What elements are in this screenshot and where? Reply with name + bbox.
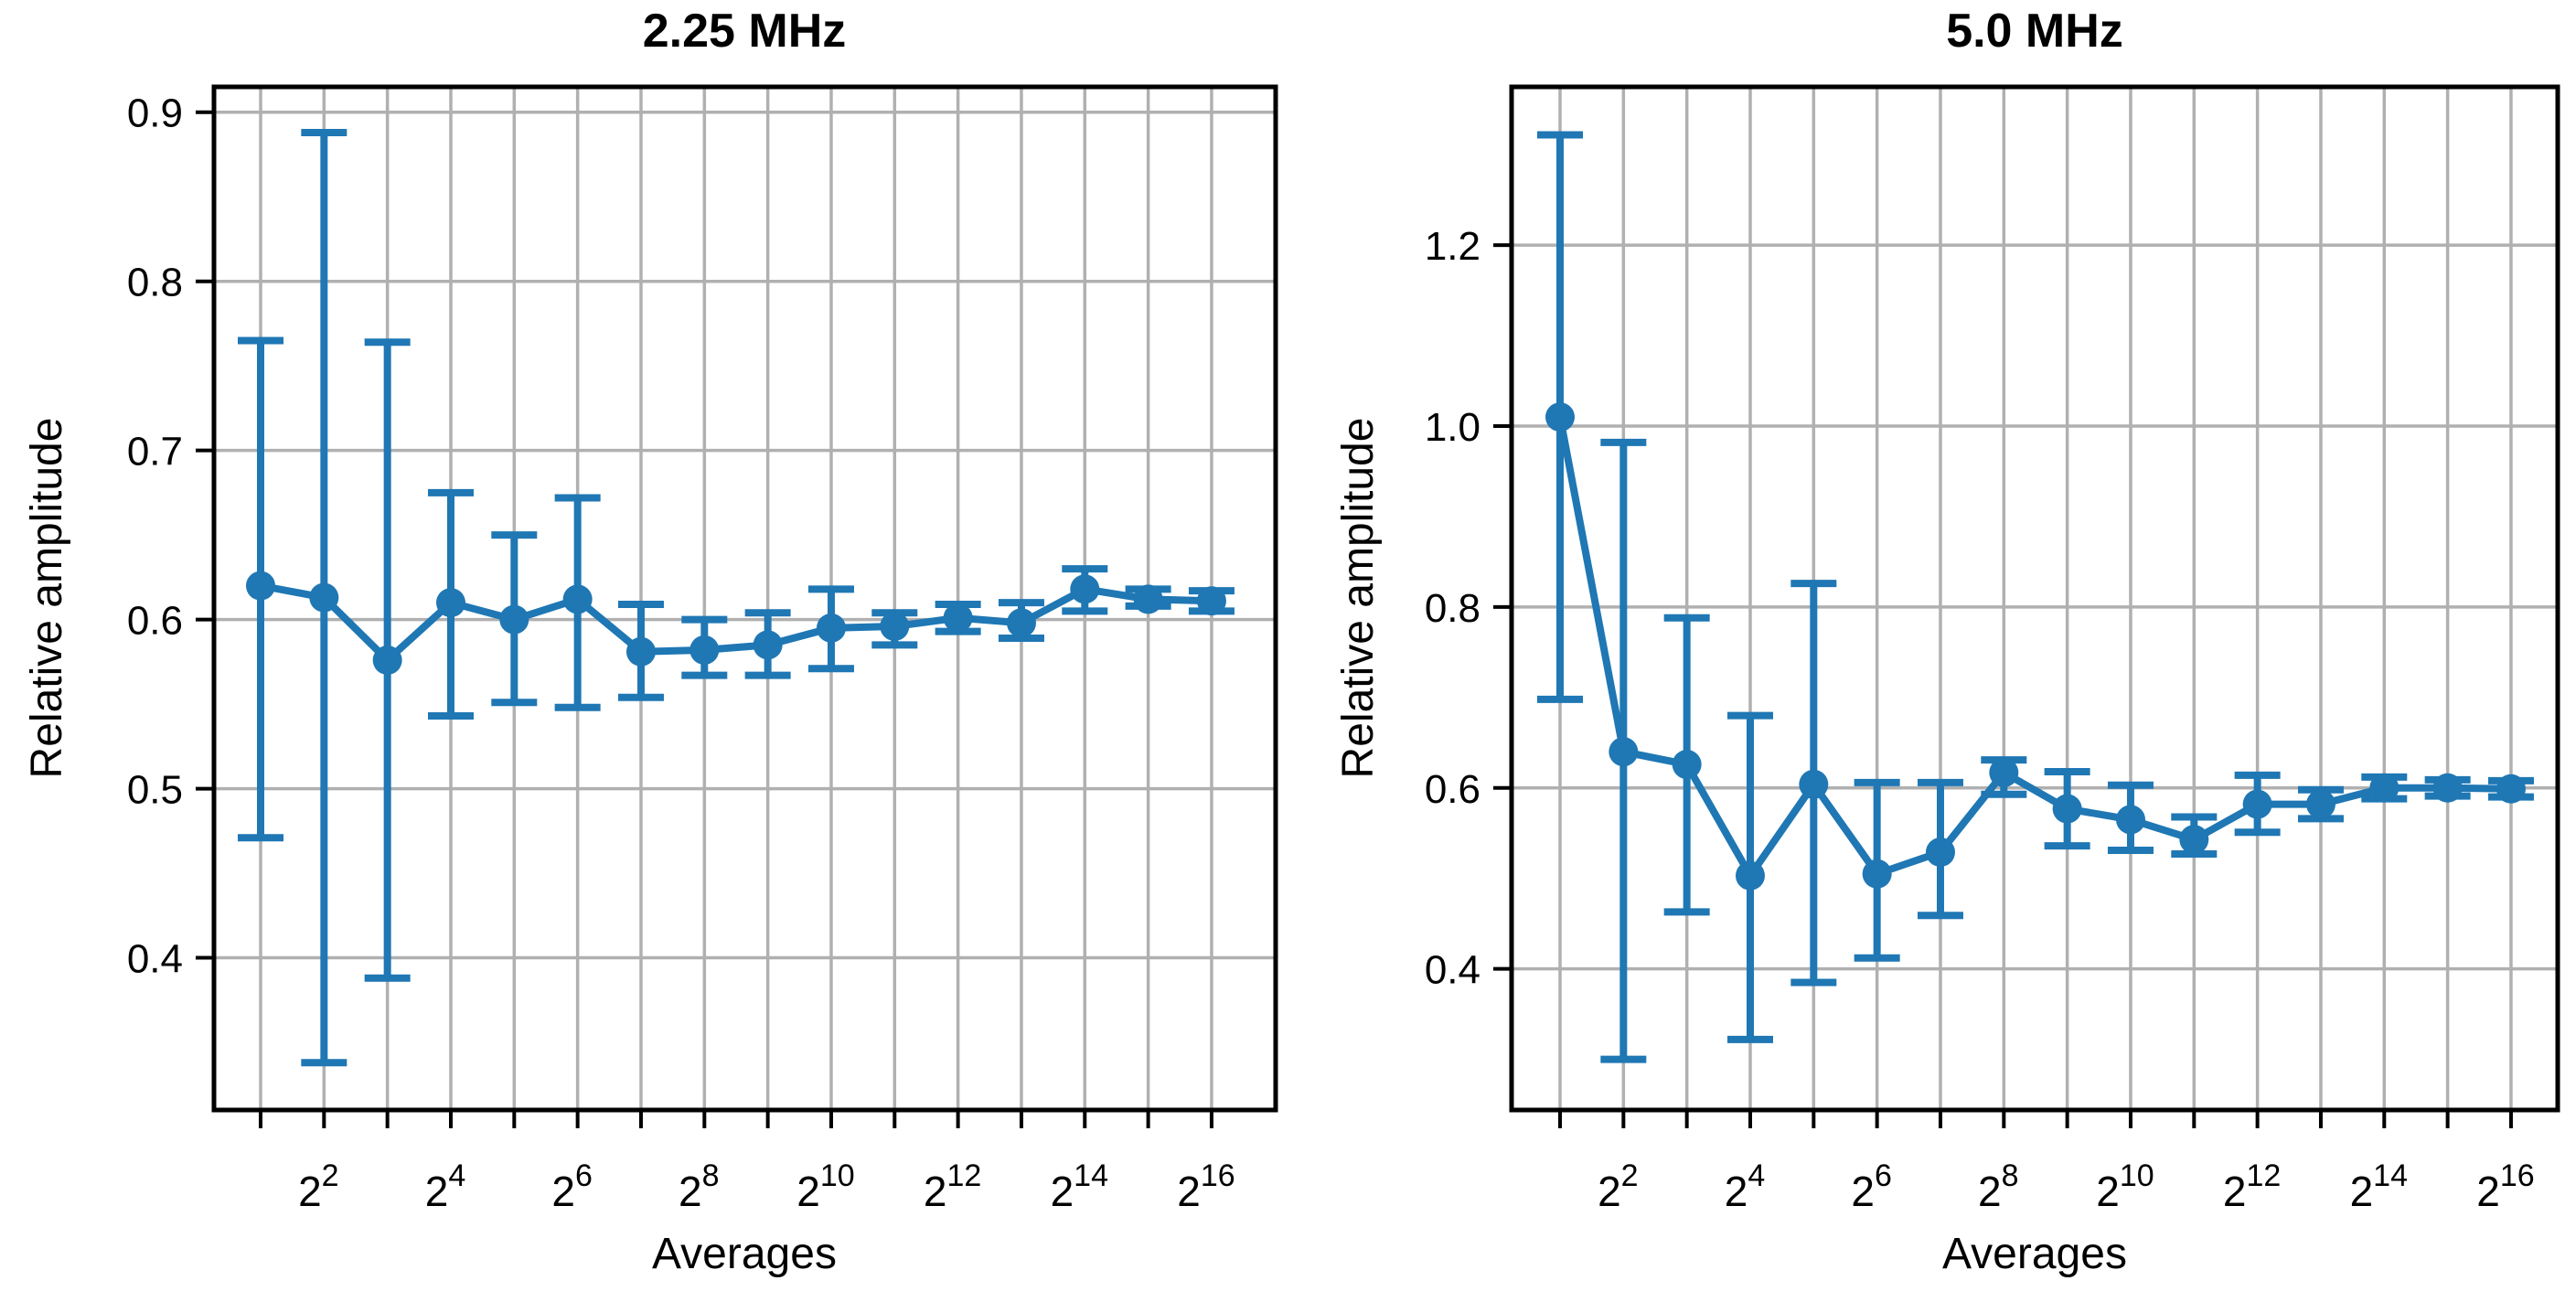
right-y-axis-label: Relative amplitude <box>1334 417 1383 779</box>
x-tick-label: 216 <box>1177 1158 1235 1215</box>
x-tick-label: 22 <box>1598 1158 1639 1215</box>
x-tick-label: 28 <box>679 1158 720 1215</box>
x-tick-label: 22 <box>298 1158 339 1215</box>
axes-frame <box>1509 84 2560 1113</box>
x-tick-label: 24 <box>425 1158 466 1215</box>
x-tick-label: 26 <box>551 1158 593 1215</box>
right-x-axis-label: Averages <box>1942 1230 2127 1278</box>
data-point-marker <box>2496 774 2526 804</box>
data-point-marker <box>2305 789 2336 819</box>
y-tick-label: 0.5 <box>127 768 183 813</box>
x-tick-label: 28 <box>1978 1158 2019 1215</box>
data-point-marker <box>2432 773 2463 803</box>
left-y-axis-label: Relative amplitude <box>23 417 71 779</box>
y-tick-label: 0.9 <box>127 91 183 136</box>
data-point-marker <box>435 588 465 618</box>
data-point-marker <box>816 613 846 643</box>
right-chart: 1.2 1.0 0.8 0.6 0.4 22 24 26 28 210 212 214 216 <box>1425 84 2560 1215</box>
data-point-marker <box>1545 402 1575 432</box>
data-point-marker <box>1196 586 1226 616</box>
data-point-marker <box>372 646 402 676</box>
y-tick-label: 1.0 <box>1425 405 1480 450</box>
data-point-marker <box>625 636 656 667</box>
data-point-marker <box>1609 737 1639 767</box>
data-point-marker <box>309 582 339 613</box>
data-point-marker <box>2369 773 2400 803</box>
x-tick-label: 212 <box>924 1158 981 1215</box>
data-point-marker <box>1006 608 1036 638</box>
left-chart: 0.9 0.8 0.7 0.6 0.5 0.4 22 24 26 28 210 212 214 216 <box>127 84 1278 1215</box>
y-tick-label: 1.2 <box>1425 224 1480 269</box>
x-tick-label: 214 <box>2350 1158 2408 1215</box>
left-chart-title: 2.25 MHz <box>642 5 847 58</box>
data-point-marker <box>1133 584 1163 614</box>
left-x-axis-label: Averages <box>652 1230 837 1278</box>
axes-frame <box>211 84 1278 1113</box>
data-point-marker <box>1799 769 1829 799</box>
data-point-marker <box>2115 805 2145 835</box>
data-point-marker <box>2052 794 2082 824</box>
y-tick-label: 0.6 <box>127 599 183 644</box>
x-tick-label: 210 <box>796 1158 854 1215</box>
data-point-marker <box>689 635 720 665</box>
data-point-marker <box>246 571 275 601</box>
data-point-marker <box>880 612 910 642</box>
x-tick-label: 24 <box>1725 1158 1766 1215</box>
x-tick-label: 212 <box>2223 1158 2281 1215</box>
x-tick-label: 216 <box>2476 1158 2534 1215</box>
data-point-marker <box>1672 750 1702 780</box>
y-tick-label: 0.8 <box>1425 586 1480 631</box>
y-tick-label: 0.4 <box>127 937 183 982</box>
data-point-marker <box>1925 838 1955 868</box>
y-tick-label: 0.6 <box>1425 767 1480 812</box>
right-chart-title: 5.0 MHz <box>1946 5 2123 58</box>
data-point-marker <box>1070 574 1100 604</box>
data-point-marker <box>1862 859 1892 889</box>
y-tick-label: 0.4 <box>1425 948 1480 993</box>
data-line <box>260 582 1213 665</box>
x-tick-label: 210 <box>2096 1158 2154 1215</box>
data-point-marker <box>2179 825 2209 855</box>
data-line <box>1556 416 2512 880</box>
data-point-marker <box>499 604 529 635</box>
y-tick-label: 0.7 <box>127 430 183 475</box>
data-point-marker <box>1989 757 2019 787</box>
data-point-marker <box>943 603 973 633</box>
x-tick-label: 214 <box>1051 1158 1108 1215</box>
y-tick-label: 0.8 <box>127 261 183 305</box>
data-point-marker <box>2242 789 2272 819</box>
data-point-marker <box>562 584 593 614</box>
x-tick-label: 26 <box>1851 1158 1892 1215</box>
data-point-marker <box>753 630 783 660</box>
data-point-marker <box>1735 860 1765 891</box>
